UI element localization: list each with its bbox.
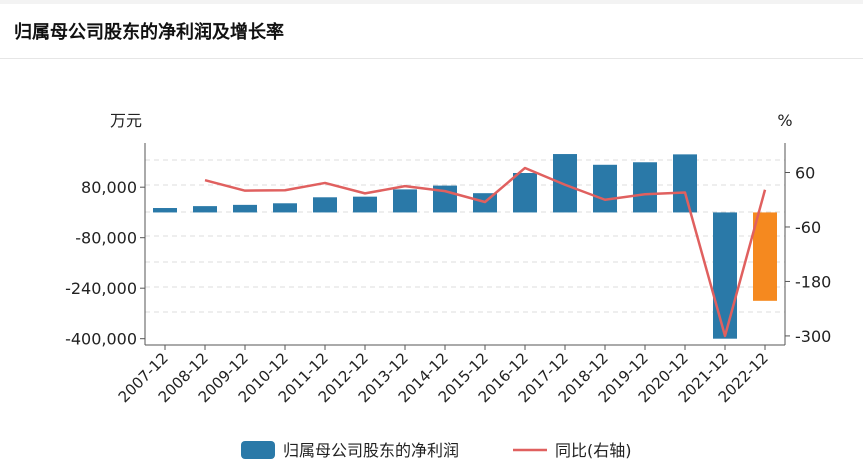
bar-2011-12 xyxy=(313,197,337,213)
bar-2012-12 xyxy=(353,196,377,213)
bar-2021-12 xyxy=(713,212,737,339)
left-axis-unit: 万元 xyxy=(110,111,142,130)
bar-2007-12 xyxy=(153,208,177,213)
right-axis-unit: % xyxy=(777,111,792,130)
legend-bar-swatch xyxy=(241,441,275,459)
bar-2019-12 xyxy=(633,162,657,213)
panel-header: 归属母公司股东的净利润及增长率 xyxy=(0,0,863,59)
left-tick-label: 80,000 xyxy=(81,178,137,197)
bar-2020-12 xyxy=(673,154,697,213)
bar-2010-12 xyxy=(273,203,297,213)
growth-rate-line xyxy=(204,166,767,338)
bar-2018-12 xyxy=(593,164,617,213)
legend-line-label: 同比(右轴) xyxy=(555,441,632,460)
right-tick-label: -60 xyxy=(795,218,821,237)
left-tick-label: -240,000 xyxy=(65,279,137,298)
legend-bar-label: 归属母公司股东的净利润 xyxy=(283,441,459,460)
right-tick-label: 60 xyxy=(795,164,815,183)
bar-2013-12 xyxy=(393,189,417,213)
right-tick-label: -180 xyxy=(795,272,831,291)
panel-title: 归属母公司股东的净利润及增长率 xyxy=(14,22,284,43)
bar-2009-12 xyxy=(233,204,257,213)
bar-2016-12 xyxy=(513,172,537,213)
right-tick-label: -300 xyxy=(795,327,831,346)
bar-2017-12 xyxy=(553,154,577,213)
bar-2008-12 xyxy=(193,206,217,213)
header-top-strip xyxy=(0,0,863,4)
bar-2022-12 xyxy=(753,212,777,301)
left-tick-label: -80,000 xyxy=(75,229,137,248)
left-tick-label: -400,000 xyxy=(65,330,137,349)
